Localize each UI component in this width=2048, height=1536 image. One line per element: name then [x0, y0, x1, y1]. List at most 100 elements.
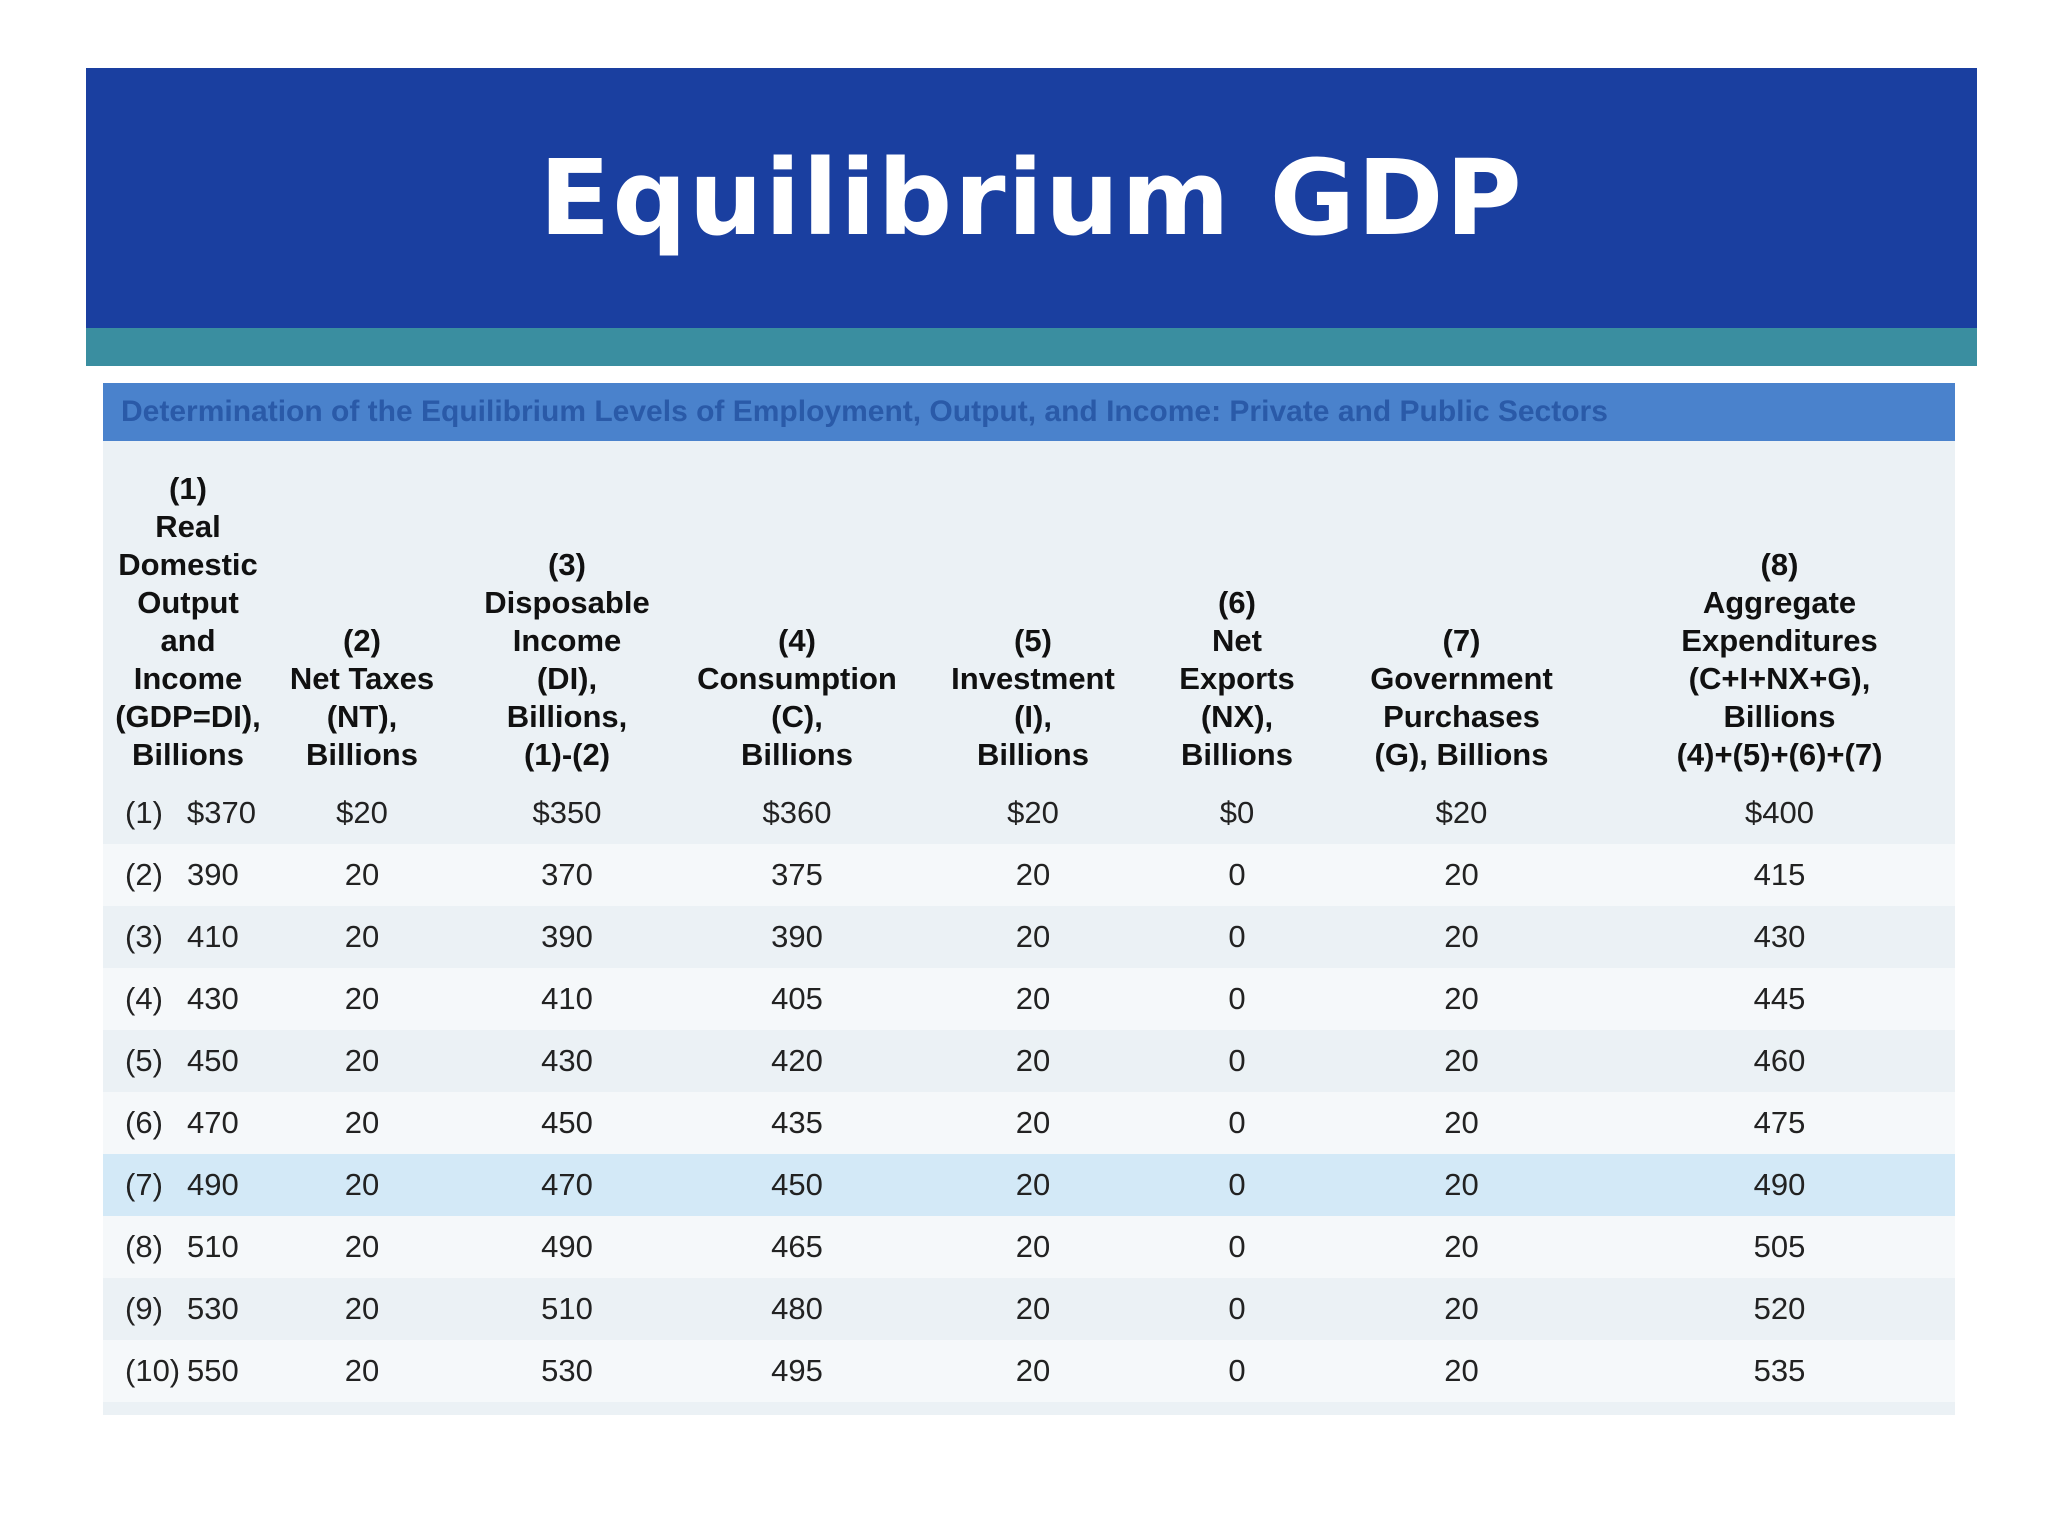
cell-consumption: 390 — [683, 906, 911, 968]
cell-government-purchases: 20 — [1319, 1278, 1604, 1340]
cell-gdp: (4) 430 — [103, 968, 273, 1030]
cell-gdp: (7) 490 — [103, 1154, 273, 1216]
cell-government-purchases: 20 — [1319, 1030, 1604, 1092]
cell-investment: 20 — [911, 906, 1155, 968]
gdp-value: 470 — [187, 1105, 239, 1140]
gdp-value: 530 — [187, 1291, 239, 1326]
cell-gdp: (3) 410 — [103, 906, 273, 968]
cell-net-exports: 0 — [1155, 906, 1319, 968]
cell-consumption: 465 — [683, 1216, 911, 1278]
cell-aggregate-expenditures: 430 — [1604, 906, 1955, 968]
banner-accent-strip — [86, 328, 1977, 366]
cell-disposable-income: 410 — [451, 968, 683, 1030]
cell-net-exports: 0 — [1155, 1154, 1319, 1216]
cell-net-taxes: 20 — [273, 1092, 451, 1154]
cell-disposable-income: 490 — [451, 1216, 683, 1278]
cell-net-taxes: 20 — [273, 968, 451, 1030]
table-row: (4) 430 20 410 405 20 0 20 445 — [103, 968, 1955, 1030]
cell-government-purchases: 20 — [1319, 1154, 1604, 1216]
cell-government-purchases: 20 — [1319, 968, 1604, 1030]
cell-gdp: (8) 510 — [103, 1216, 273, 1278]
gdp-value: 510 — [187, 1229, 239, 1264]
cell-gdp: (5) 450 — [103, 1030, 273, 1092]
col-header-government-purchases: (7) Government Purchases (G), Billions — [1319, 470, 1604, 782]
gdp-value: $370 — [187, 795, 256, 830]
cell-government-purchases: $20 — [1319, 782, 1604, 844]
equilibrium-table: (1) Real Domestic Output and Income (GDP=DI), B… — [103, 470, 1955, 1402]
cell-government-purchases: 20 — [1319, 1092, 1604, 1154]
cell-government-purchases: 20 — [1319, 1340, 1604, 1402]
table-row: (10) 550 20 530 495 20 0 20 535 — [103, 1340, 1955, 1402]
cell-net-taxes: 20 — [273, 906, 451, 968]
row-label: (8) — [125, 1229, 163, 1264]
cell-disposable-income: $350 — [451, 782, 683, 844]
row-label: (2) — [125, 857, 163, 892]
table-row: (2) 390 20 370 375 20 0 20 415 — [103, 844, 1955, 906]
cell-gdp: (2) 390 — [103, 844, 273, 906]
gdp-value: 410 — [187, 919, 239, 954]
cell-disposable-income: 450 — [451, 1092, 683, 1154]
row-label: (10) — [125, 1353, 181, 1388]
cell-consumption: 495 — [683, 1340, 911, 1402]
cell-net-exports: 0 — [1155, 1340, 1319, 1402]
cell-gdp: (9) 530 — [103, 1278, 273, 1340]
row-label: (3) — [125, 919, 163, 954]
cell-disposable-income: 390 — [451, 906, 683, 968]
slide-title: Equilibrium GDP — [539, 137, 1524, 259]
cell-consumption: 480 — [683, 1278, 911, 1340]
col-header-consumption: (4) Consumption (C), Billions — [683, 470, 911, 782]
gdp-value: 430 — [187, 981, 239, 1016]
cell-investment: 20 — [911, 1278, 1155, 1340]
gdp-value: 490 — [187, 1167, 239, 1202]
cell-net-taxes: 20 — [273, 844, 451, 906]
cell-disposable-income: 430 — [451, 1030, 683, 1092]
cell-gdp: (10) 550 — [103, 1340, 273, 1402]
table-row: (5) 450 20 430 420 20 0 20 460 — [103, 1030, 1955, 1092]
table-caption: Determination of the Equilibrium Levels … — [103, 383, 1955, 441]
cell-consumption: 375 — [683, 844, 911, 906]
cell-aggregate-expenditures: 490 — [1604, 1154, 1955, 1216]
cell-investment: $20 — [911, 782, 1155, 844]
cell-net-exports: 0 — [1155, 844, 1319, 906]
cell-disposable-income: 370 — [451, 844, 683, 906]
cell-aggregate-expenditures: 445 — [1604, 968, 1955, 1030]
col-header-gdp: (1) Real Domestic Output and Income (GDP=DI), B… — [103, 470, 273, 782]
cell-government-purchases: 20 — [1319, 1216, 1604, 1278]
cell-aggregate-expenditures: 475 — [1604, 1092, 1955, 1154]
cell-consumption: $360 — [683, 782, 911, 844]
row-label: (7) — [125, 1167, 163, 1202]
cell-aggregate-expenditures: 520 — [1604, 1278, 1955, 1340]
cell-net-exports: 0 — [1155, 1278, 1319, 1340]
cell-disposable-income: 470 — [451, 1154, 683, 1216]
cell-net-taxes: 20 — [273, 1278, 451, 1340]
table-row: (6) 470 20 450 435 20 0 20 475 — [103, 1092, 1955, 1154]
cell-investment: 20 — [911, 844, 1155, 906]
gdp-value: 450 — [187, 1043, 239, 1078]
cell-aggregate-expenditures: 460 — [1604, 1030, 1955, 1092]
cell-gdp: (1) $370 — [103, 782, 273, 844]
cell-aggregate-expenditures: 415 — [1604, 844, 1955, 906]
cell-consumption: 405 — [683, 968, 911, 1030]
cell-government-purchases: 20 — [1319, 844, 1604, 906]
cell-investment: 20 — [911, 1154, 1155, 1216]
cell-net-taxes: 20 — [273, 1154, 451, 1216]
cell-disposable-income: 510 — [451, 1278, 683, 1340]
title-banner — [86, 68, 1977, 328]
cell-net-exports: 0 — [1155, 1030, 1319, 1092]
col-header-investment: (5) Investment (I), Billions — [911, 470, 1155, 782]
cell-investment: 20 — [911, 1092, 1155, 1154]
header-row: (1) Real Domestic Output and Income (GDP=DI), B… — [103, 470, 1955, 782]
gdp-value: 390 — [187, 857, 239, 892]
table-row: (8) 510 20 490 465 20 0 20 505 — [103, 1216, 1955, 1278]
row-label: (1) — [125, 795, 163, 830]
table-row: (9) 530 20 510 480 20 0 20 520 — [103, 1278, 1955, 1340]
cell-consumption: 420 — [683, 1030, 911, 1092]
table-row: (7) 490 20 470 450 20 0 20 490 — [103, 1154, 1955, 1216]
cell-net-exports: 0 — [1155, 968, 1319, 1030]
gdp-value: 550 — [187, 1353, 239, 1388]
cell-consumption: 435 — [683, 1092, 911, 1154]
cell-net-exports: $0 — [1155, 782, 1319, 844]
cell-aggregate-expenditures: 535 — [1604, 1340, 1955, 1402]
col-header-net-taxes: (2) Net Taxes (NT), Billions — [273, 470, 451, 782]
